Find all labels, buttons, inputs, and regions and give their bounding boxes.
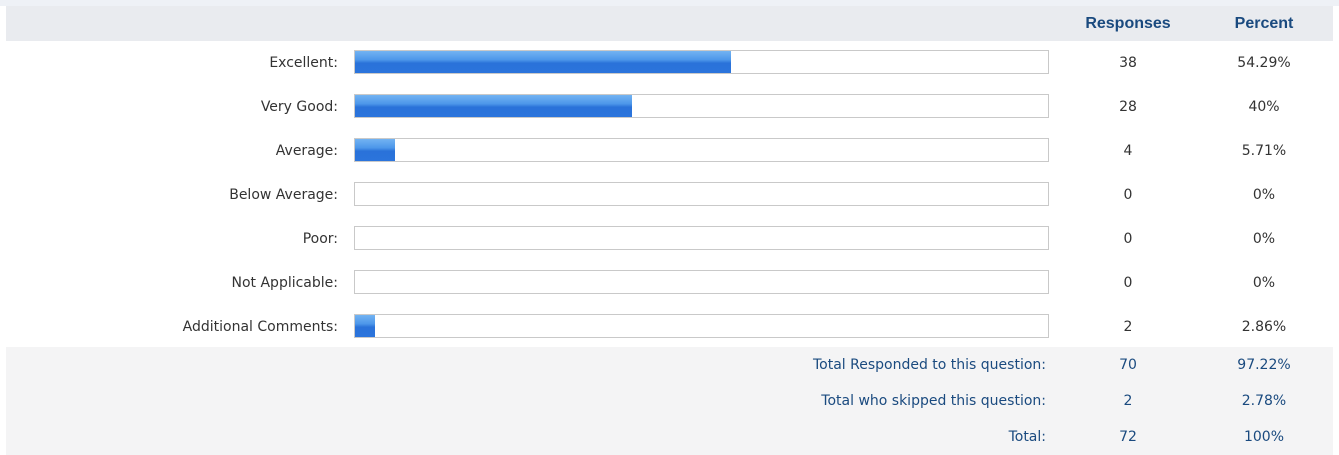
response-count: 0 bbox=[1123, 187, 1133, 203]
answer-row: Very Good: 28 40% bbox=[6, 85, 1333, 129]
percent-value: 0% bbox=[1252, 275, 1276, 291]
bar-track bbox=[354, 50, 1049, 74]
response-count: 2 bbox=[1123, 319, 1133, 335]
answer-label: Excellent: bbox=[269, 55, 338, 71]
percent-value: 40% bbox=[1248, 99, 1280, 115]
bar-track bbox=[354, 226, 1049, 250]
percent-header: Percent bbox=[1234, 15, 1294, 32]
percent-value: 0% bbox=[1252, 187, 1276, 203]
bar-track bbox=[354, 270, 1049, 294]
answer-row: Additional Comments: 2 2.86% bbox=[6, 305, 1333, 349]
percent-value: 2.86% bbox=[1241, 319, 1287, 335]
totals-percent: 100% bbox=[1243, 429, 1285, 445]
header-row: Responses Percent bbox=[6, 6, 1333, 41]
totals-row: Total Responded to this question: 70 97.22… bbox=[6, 347, 1333, 383]
bar bbox=[355, 315, 375, 337]
response-count: 28 bbox=[1119, 99, 1137, 115]
response-count: 0 bbox=[1123, 231, 1133, 247]
totals-responses: 70 bbox=[1119, 357, 1137, 373]
answer-label: Below Average: bbox=[229, 187, 338, 203]
response-count: 38 bbox=[1119, 55, 1137, 71]
bar bbox=[355, 95, 632, 117]
answer-row: Below Average: 0 0% bbox=[6, 173, 1333, 217]
answer-row: Excellent: 38 54.29% bbox=[6, 41, 1333, 85]
bar-track bbox=[354, 182, 1049, 206]
bar-track bbox=[354, 138, 1049, 162]
response-count: 0 bbox=[1123, 275, 1133, 291]
totals-percent: 2.78% bbox=[1241, 393, 1287, 409]
totals-label: Total Responded to this question: bbox=[812, 357, 1046, 373]
bar bbox=[355, 139, 395, 161]
survey-results-table: Responses Percent Excellent: 38 54.29% Very… bbox=[6, 6, 1333, 455]
answer-label: Not Applicable: bbox=[231, 275, 339, 291]
answer-label: Average: bbox=[275, 143, 338, 159]
responses-header: Responses bbox=[1085, 15, 1171, 32]
totals-row: Total: 72 100% bbox=[6, 419, 1333, 455]
bar-track bbox=[354, 94, 1049, 118]
totals-responses: 72 bbox=[1119, 429, 1137, 445]
answer-row: Poor: 0 0% bbox=[6, 217, 1333, 261]
totals-label: Total who skipped this question: bbox=[821, 393, 1046, 409]
answer-row: Average: 4 5.71% bbox=[6, 129, 1333, 173]
percent-value: 54.29% bbox=[1237, 55, 1291, 71]
percent-value: 0% bbox=[1252, 231, 1276, 247]
bar-track bbox=[354, 314, 1049, 338]
totals-label: Total: bbox=[1008, 429, 1046, 445]
answer-label: Additional Comments: bbox=[182, 319, 338, 335]
response-count: 4 bbox=[1123, 143, 1133, 159]
top-strip bbox=[0, 0, 1339, 6]
answer-row: Not Applicable: 0 0% bbox=[6, 261, 1333, 305]
percent-value: 5.71% bbox=[1241, 143, 1287, 159]
bar bbox=[355, 51, 731, 73]
totals-row: Total who skipped this question: 2 2.78% bbox=[6, 383, 1333, 419]
totals-percent: 97.22% bbox=[1237, 357, 1291, 373]
answer-label: Poor: bbox=[302, 231, 338, 247]
totals-footer: Total Responded to this question: 70 97.22… bbox=[6, 347, 1333, 455]
totals-responses: 2 bbox=[1123, 393, 1133, 409]
answer-label: Very Good: bbox=[260, 99, 338, 115]
